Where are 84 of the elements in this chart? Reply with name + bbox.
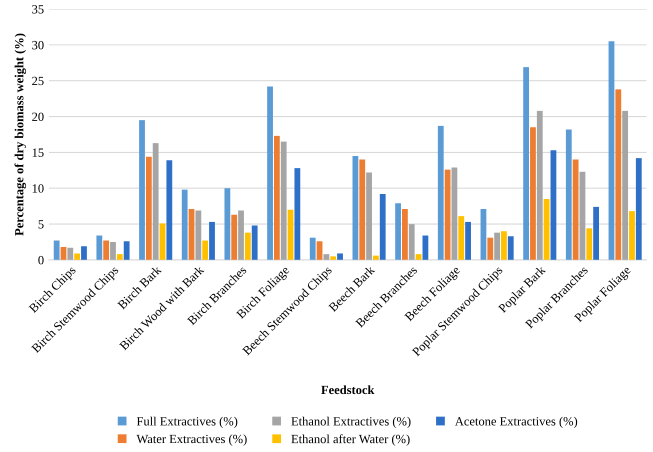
bar <box>96 236 102 260</box>
bar <box>231 214 238 260</box>
y-tick-label: 15 <box>32 148 44 157</box>
bar <box>593 206 600 260</box>
bar <box>408 224 415 260</box>
bar <box>395 203 401 260</box>
y-tick-label: 35 <box>32 5 44 14</box>
bar <box>458 216 464 260</box>
bar <box>274 136 280 260</box>
bar <box>444 170 450 260</box>
bar <box>238 210 244 260</box>
bar <box>422 236 428 260</box>
legend-label: Acetone Extractives (%) <box>454 416 578 428</box>
bar <box>224 188 230 260</box>
bar <box>566 129 572 260</box>
bar <box>580 172 586 260</box>
bar <box>372 256 379 260</box>
bar <box>636 158 642 260</box>
bar <box>60 247 66 260</box>
bar <box>288 210 294 260</box>
legend-label: Ethanol Extractives (%) <box>291 416 411 428</box>
bar <box>267 86 273 260</box>
bar <box>416 254 422 260</box>
bar <box>629 211 635 260</box>
bar <box>438 126 444 260</box>
bar <box>252 225 258 260</box>
bar <box>615 89 622 260</box>
legend-label: Water Extractives (%) <box>136 434 247 446</box>
bar <box>480 209 486 260</box>
legend-label: Full Extractives (%) <box>136 416 238 428</box>
bar <box>501 231 507 260</box>
bar <box>81 246 87 260</box>
bar <box>402 209 408 260</box>
y-tick-label: 5 <box>38 220 44 229</box>
y-tick-label: 20 <box>32 112 44 122</box>
bar <box>465 222 471 260</box>
bar <box>244 232 251 260</box>
y-tick-label: 0 <box>38 256 44 264</box>
bar <box>550 150 556 260</box>
bar <box>359 160 366 260</box>
y-tick-label: 30 <box>32 40 44 50</box>
bar <box>352 156 358 260</box>
bar <box>103 240 110 260</box>
bar <box>586 228 592 260</box>
bar <box>152 143 159 260</box>
bar <box>310 238 316 260</box>
bar <box>160 223 166 260</box>
x-axis-title: Feedstock <box>321 385 374 394</box>
bar <box>182 190 188 260</box>
bar <box>323 254 330 260</box>
bar <box>139 120 145 260</box>
bar <box>544 198 550 260</box>
bar <box>523 67 530 260</box>
y-tick-label: 10 <box>32 184 44 193</box>
bar <box>124 241 130 260</box>
bar <box>209 222 215 260</box>
legend-label: Ethanol after Water (%) <box>291 434 410 446</box>
bar <box>530 127 536 260</box>
bar <box>188 209 194 260</box>
bar <box>74 253 80 260</box>
bar <box>316 241 322 260</box>
bar <box>294 168 300 260</box>
bar <box>572 160 579 260</box>
bar <box>494 232 500 260</box>
y-tick-label: 25 <box>32 76 44 86</box>
bar <box>622 110 628 260</box>
bar <box>110 242 116 260</box>
bar <box>536 110 543 260</box>
bar <box>116 254 123 260</box>
bar <box>337 253 343 260</box>
bar <box>608 41 614 260</box>
bar <box>195 210 202 260</box>
bar <box>452 167 458 260</box>
y-axis-title: Percentage of dry biomass weight (%) <box>14 34 26 236</box>
bar <box>487 238 494 260</box>
bar <box>366 172 372 260</box>
bar <box>166 160 172 260</box>
bar <box>67 248 74 260</box>
bar <box>202 240 208 260</box>
bar <box>508 236 514 260</box>
bar <box>280 142 287 260</box>
bar <box>380 194 386 260</box>
bar <box>54 240 60 260</box>
bar <box>146 156 152 260</box>
